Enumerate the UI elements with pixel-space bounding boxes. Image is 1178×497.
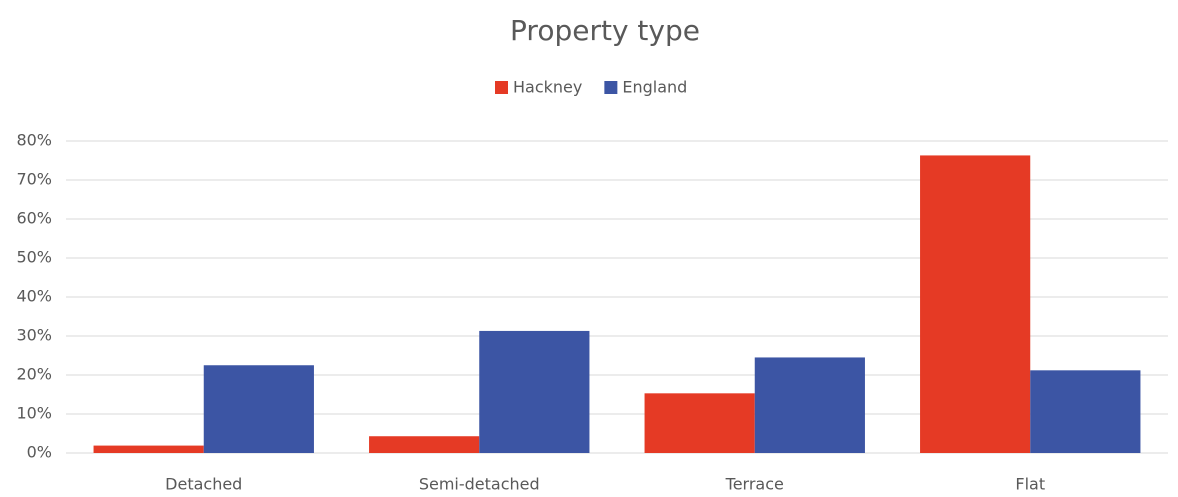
y-tick-label: 10% (16, 404, 52, 423)
x-tick-label: Semi-detached (419, 475, 540, 494)
y-tick-label: 40% (16, 287, 52, 306)
legend-swatch (604, 81, 618, 94)
y-tick-label: 70% (16, 170, 52, 189)
legend-label: Hackney (513, 78, 582, 97)
y-tick-label: 50% (16, 248, 52, 267)
x-tick-label: Terrace (725, 475, 784, 494)
bar (479, 330, 590, 453)
y-tick-label: 60% (16, 209, 52, 228)
y-tick-label: 80% (16, 131, 52, 150)
y-tick-label: 30% (16, 326, 52, 345)
bar (644, 393, 755, 453)
bar (203, 365, 314, 453)
y-tick-label: 0% (27, 443, 52, 462)
bar (920, 155, 1031, 453)
x-tick-label: Flat (1015, 475, 1045, 494)
chart-title: Property type (510, 14, 700, 47)
bar (93, 445, 204, 453)
y-tick-label: 20% (16, 365, 52, 384)
bar (1030, 370, 1141, 453)
bar (754, 357, 865, 453)
legend-label: England (622, 78, 687, 97)
legend-swatch (495, 81, 508, 94)
x-tick-label: Detached (165, 475, 242, 494)
bar (369, 436, 480, 453)
